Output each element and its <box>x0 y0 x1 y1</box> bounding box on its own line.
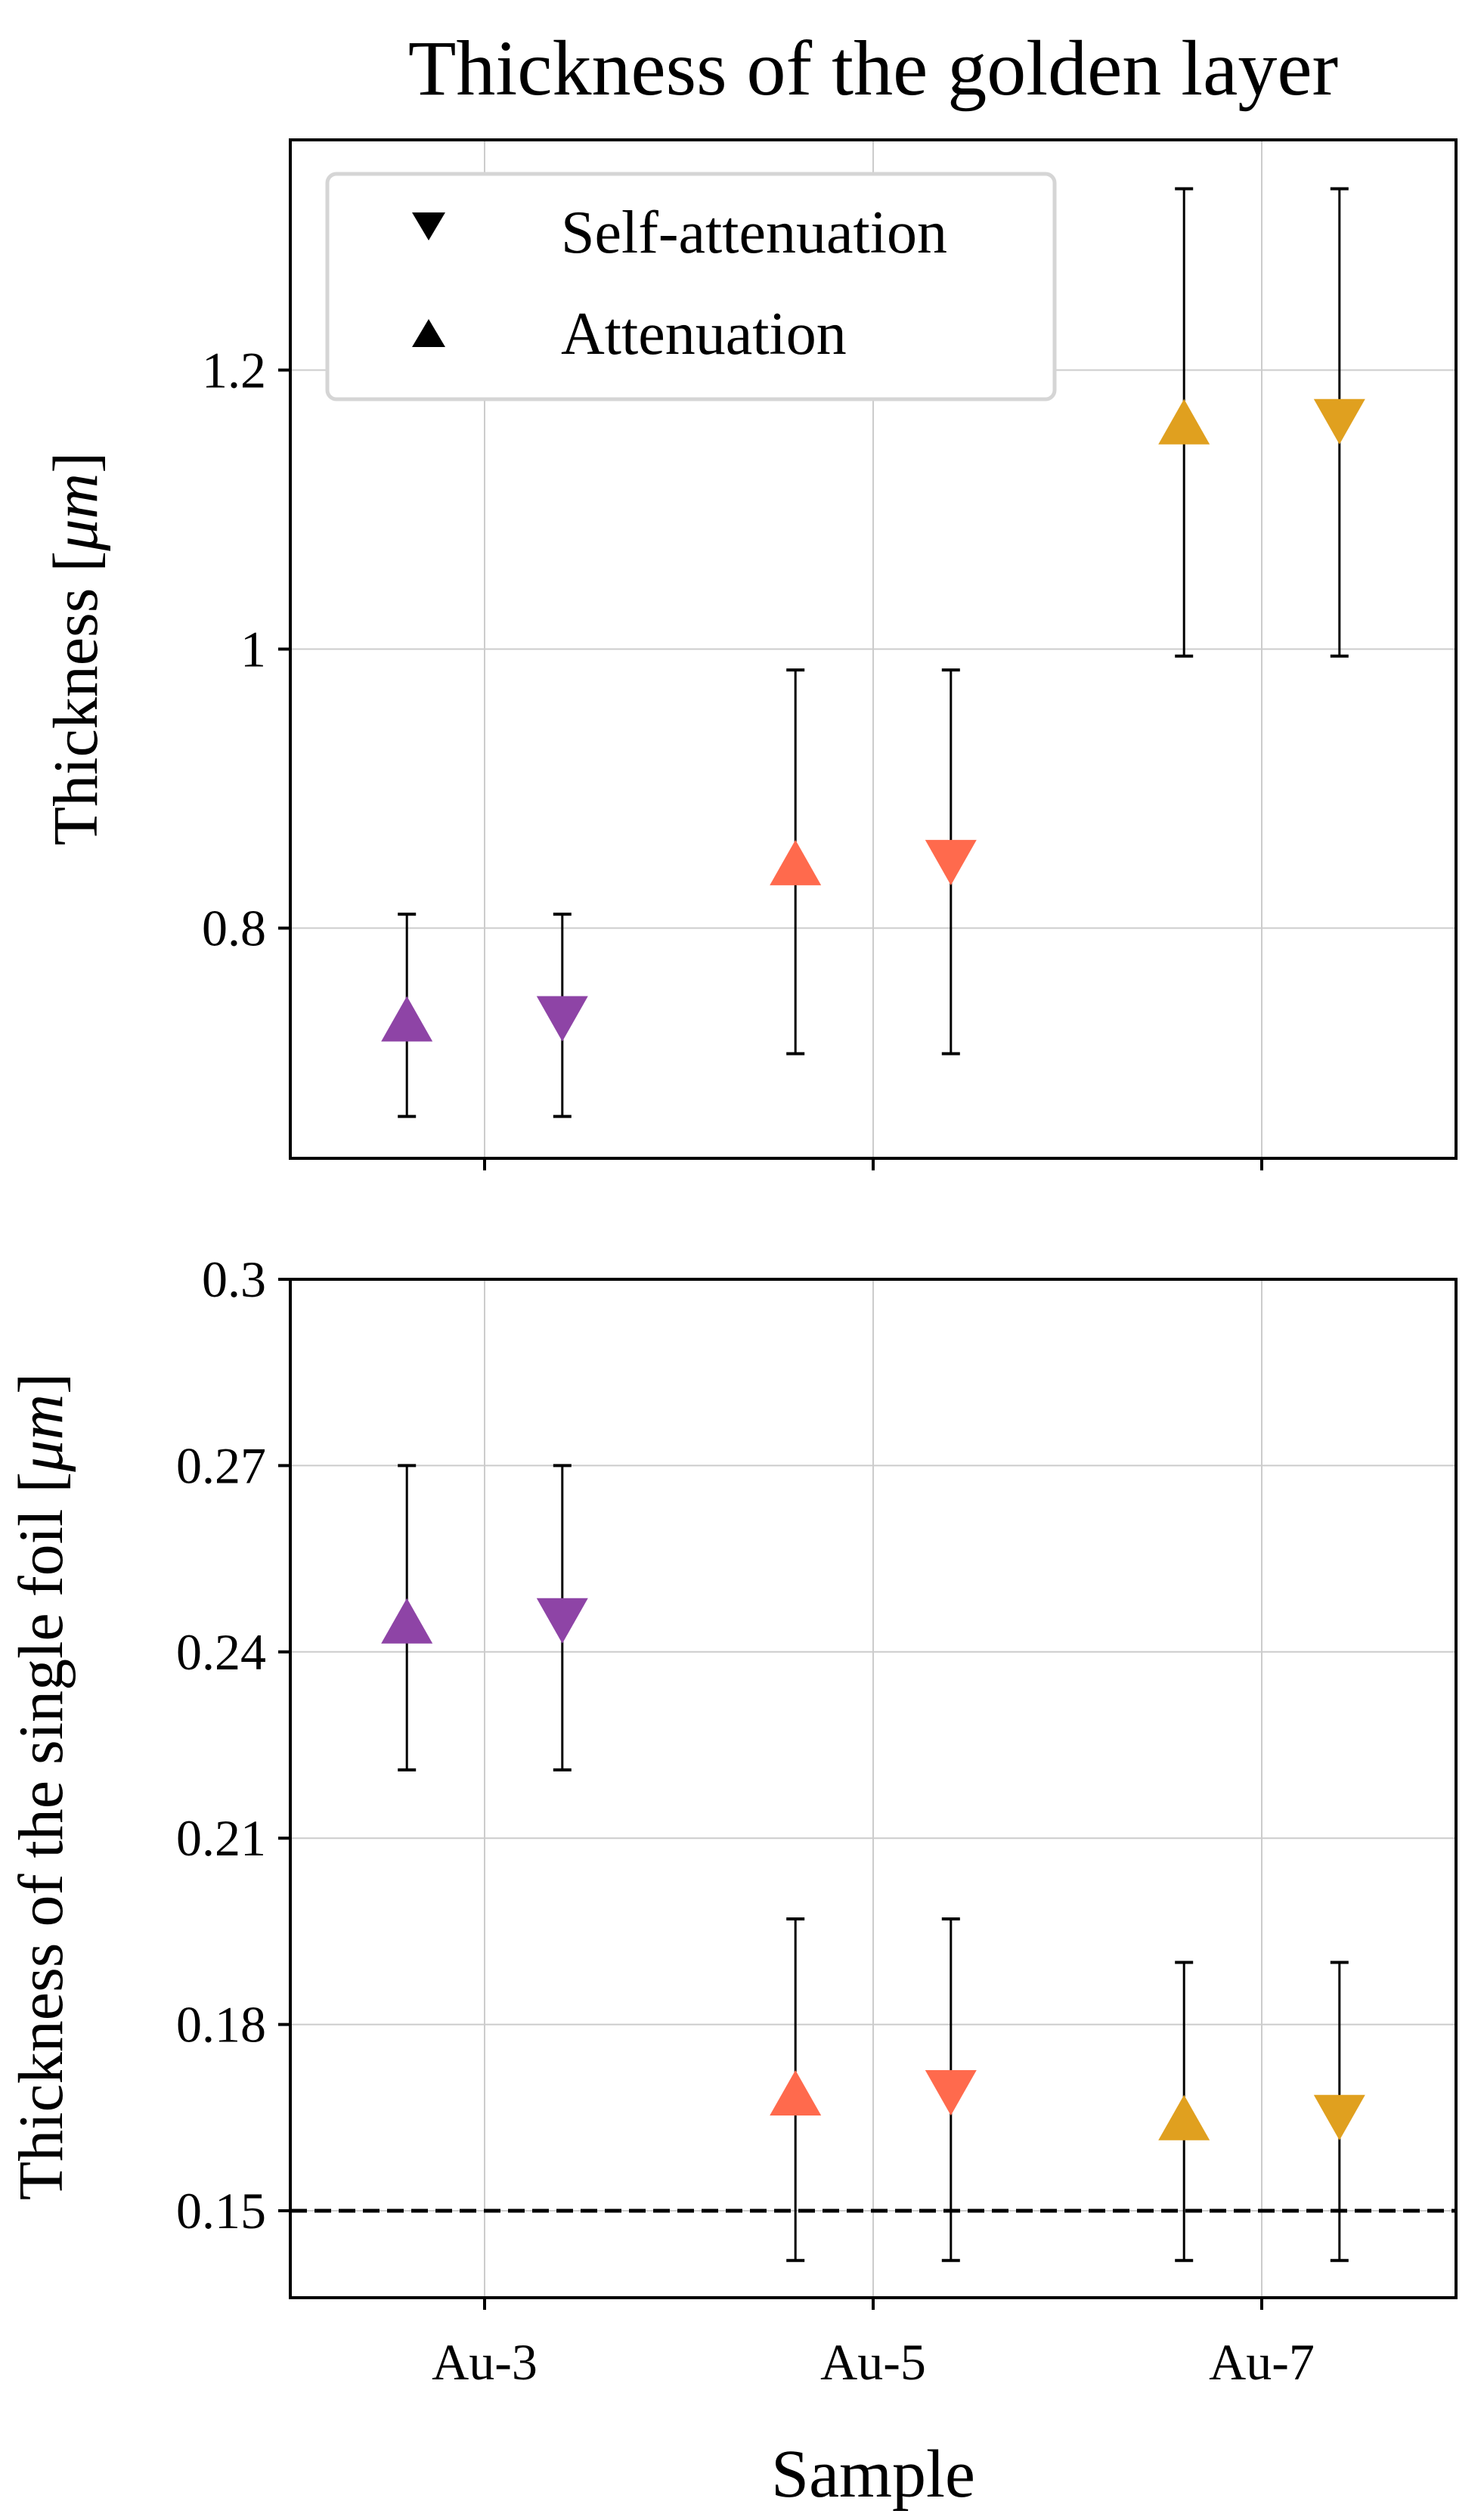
marker-attenuation-au-7 <box>1158 398 1210 445</box>
y-axis-label-bottom: Thickness of the single foil [μm] <box>6 1373 76 2200</box>
marker-attenuation-au-5 <box>770 839 822 885</box>
legend-frame <box>325 172 1057 401</box>
y-tick-label: 0.15 <box>176 2182 266 2239</box>
y-tick-label: 1 <box>240 621 266 678</box>
chart-bottom-single-foil: 0.15 0.18 0.21 0.24 0.27 0.3 Au-3 Au-5 Au-7 Thic… <box>6 1251 1458 2512</box>
x-tick-label-au-5: Au-5 <box>820 2333 926 2391</box>
legend-marker-attenuation <box>412 319 445 347</box>
y-tick-label: 0.8 <box>202 900 266 957</box>
legend-label-self-attenuation: Self-attenuation <box>561 200 947 266</box>
marker-attenuation-au-7 <box>1158 2094 1210 2140</box>
x-tick-label-au-3: Au-3 <box>432 2333 538 2391</box>
marker-attenuation-au-5 <box>770 2069 822 2115</box>
y-tick-label: 0.27 <box>176 1437 266 1494</box>
marker-self-attenuation-au-5 <box>925 2069 977 2115</box>
y-tick-label: 0.18 <box>176 1996 266 2054</box>
chart-top-golden-layer: 0.8 1 1.2 Thickness of the golden layer Th… <box>41 25 1458 1170</box>
marker-self-attenuation-au-5 <box>925 839 977 885</box>
legend: Self-attenuation Attenuation <box>325 172 1057 401</box>
y-tick-label: 0.24 <box>176 1623 266 1681</box>
legend-marker-self-attenuation <box>412 212 445 240</box>
marker-self-attenuation-au-7 <box>1313 2094 1365 2140</box>
marker-self-attenuation-au-7 <box>1313 398 1365 445</box>
y-axis-label-top: Thickness [μm] <box>41 452 111 845</box>
x-tick-label-au-7: Au-7 <box>1209 2333 1315 2391</box>
marker-self-attenuation-au-3 <box>536 996 588 1042</box>
legend-label-attenuation: Attenuation <box>561 301 847 367</box>
marker-self-attenuation-au-3 <box>536 1598 588 1644</box>
marker-attenuation-au-3 <box>381 1598 433 1644</box>
y-tick-label: 1.2 <box>202 341 266 398</box>
y-tick-label: 0.3 <box>202 1251 266 1308</box>
x-axis-label: Sample <box>771 2437 975 2512</box>
marker-attenuation-au-3 <box>381 996 433 1042</box>
y-tick-label: 0.21 <box>176 1809 266 1867</box>
chart-title: Thickness of the golden layer <box>408 25 1338 112</box>
